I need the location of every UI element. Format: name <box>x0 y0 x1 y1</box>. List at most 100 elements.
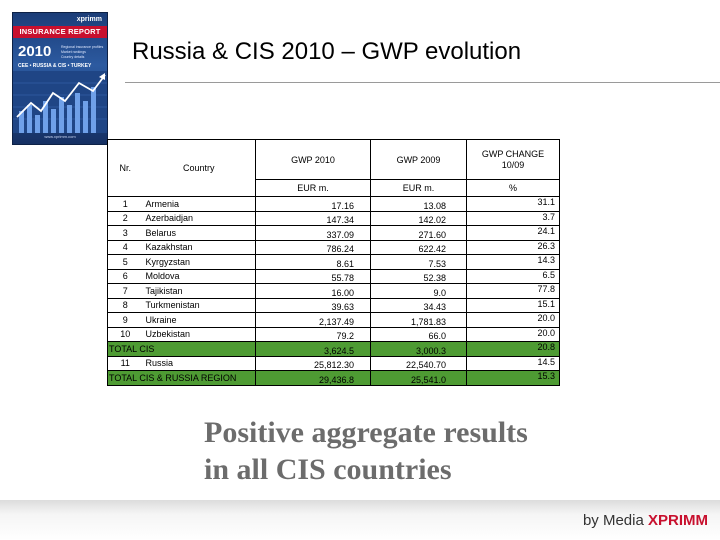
cell-change: 77.8 <box>466 283 560 299</box>
cell-gwp2010: 17.16 <box>255 196 371 212</box>
cell-gwp2009: 622.42 <box>370 239 467 255</box>
cover-subtitle-line: Market rankings <box>61 50 86 54</box>
table-row: 10 Uzbekistan 79.2 66.0 20.0 <box>107 326 560 342</box>
cell-gwp2009: 1,781.83 <box>370 312 467 328</box>
cell-change: 24.1 <box>466 225 560 241</box>
cell-nr: 1 <box>107 196 143 212</box>
cell-nr: 5 <box>107 254 143 270</box>
russia-row: 11 Russia 25,812.30 22,540.70 14.5 <box>107 355 560 371</box>
total-cis-gwp2010: 3,624.5 <box>255 341 371 357</box>
footer-brand: XPRIMM <box>648 512 708 529</box>
tagline-line: Positive aggregate results <box>204 416 528 449</box>
cover-url: www.xprimm.com <box>44 134 76 139</box>
cell-gwp2009: 66.0 <box>370 326 467 342</box>
cell-country: Kyrgyzstan <box>142 254 256 270</box>
table-header-row: Nr. Country GWP 2010 GWP 2009 GWP CHANGE… <box>107 139 560 197</box>
cell-gwp2009: 52.38 <box>370 268 467 284</box>
cell-country: Turkmenistan <box>142 297 256 313</box>
cell-country: Uzbekistan <box>142 326 256 342</box>
cell-nr: 3 <box>107 225 143 241</box>
report-cover-image: xprimm INSURANCE REPORT 2010 Regional in… <box>12 12 108 145</box>
cell-gwp2010: 786.24 <box>255 239 371 255</box>
cell-country: Moldova <box>142 268 256 284</box>
cell-gwp2010: 25,812.30 <box>255 355 371 371</box>
table-row: 3 Belarus 337.09 271.60 24.1 <box>107 225 560 241</box>
cell-gwp2009: 13.08 <box>370 196 467 212</box>
cell-change: 20.0 <box>466 326 560 342</box>
cell-nr: 4 <box>107 239 143 255</box>
cell-gwp2010: 39.63 <box>255 297 371 313</box>
cell-change: 31.1 <box>466 196 560 212</box>
cell-change: 15.1 <box>466 297 560 313</box>
cell-nr: 2 <box>107 210 143 226</box>
tagline: Positive aggregate results in all CIS co… <box>204 414 528 488</box>
header-nr: Nr. <box>107 139 143 197</box>
cell-gwp2010: 337.09 <box>255 225 371 241</box>
header-gwp2009: GWP 2009 <box>370 139 467 180</box>
cover-graph-icon <box>13 71 107 133</box>
cell-country: Kazakhstan <box>142 239 256 255</box>
cell-gwp2010: 16.00 <box>255 283 371 299</box>
cell-country: Tajikistan <box>142 283 256 299</box>
total-cis-label: TOTAL CIS <box>107 341 256 357</box>
table-units-row: EUR m. EUR m. % <box>108 179 560 197</box>
cover-band-text: INSURANCE REPORT <box>19 27 101 36</box>
total-cis-change: 20.8 <box>466 341 560 357</box>
cell-gwp2009: 271.60 <box>370 225 467 241</box>
cell-gwp2010: 79.2 <box>255 326 371 342</box>
cell-country: Belarus <box>142 225 256 241</box>
title-divider <box>125 82 720 83</box>
cover-subtitle-line: Country details <box>61 55 85 59</box>
cover-year: 2010 <box>18 43 52 60</box>
slide-title: Russia & CIS 2010 – GWP evolution <box>132 38 522 65</box>
cell-nr: 9 <box>107 312 143 328</box>
table-row: 4 Kazakhstan 786.24 622.42 26.3 <box>107 239 560 255</box>
cell-gwp2010: 8.61 <box>255 254 371 270</box>
cell-change: 14.3 <box>466 254 560 270</box>
cell-gwp2009: 142.02 <box>370 210 467 226</box>
cell-gwp2009: 7.53 <box>370 254 467 270</box>
cell-nr: 10 <box>107 326 143 342</box>
header-gwp2010: GWP 2010 <box>255 139 371 180</box>
tagline-line: in all CIS countries <box>204 453 452 486</box>
cell-country: Azerbaidjan <box>142 210 256 226</box>
cell-gwp2009: 9.0 <box>370 283 467 299</box>
cell-gwp2010: 147.34 <box>255 210 371 226</box>
cell-change: 14.5 <box>466 355 560 371</box>
unit-change: % <box>466 179 560 197</box>
gwp-table: Nr. Country GWP 2010 GWP 2009 GWP CHANGE… <box>107 139 560 386</box>
cell-change: 20.0 <box>466 312 560 328</box>
total-region-label: TOTAL CIS & RUSSIA REGION <box>107 370 256 386</box>
cell-gwp2009: 22,540.70 <box>370 355 467 371</box>
footer-credit: by Media XPRIMM <box>583 512 708 529</box>
cell-country: Ukraine <box>142 312 256 328</box>
cover-brand: xprimm <box>76 16 102 23</box>
cell-nr: 8 <box>107 297 143 313</box>
cover-band: INSURANCE REPORT <box>13 26 107 38</box>
cell-gwp2010: 2,137.49 <box>255 312 371 328</box>
total-region-change: 15.3 <box>466 370 560 386</box>
table-row: 7 Tajikistan 16.00 9.0 77.8 <box>107 283 560 299</box>
cell-gwp2010: 55.78 <box>255 268 371 284</box>
unit-gwp2009: EUR m. <box>370 179 467 197</box>
table-row: 6 Moldova 55.78 52.38 6.5 <box>107 268 560 284</box>
table-row: 1 Armenia 17.16 13.08 31.1 <box>107 196 560 212</box>
footer-prefix: by Media <box>582 512 648 529</box>
total-region-row: TOTAL CIS & RUSSIA REGION 29,436.8 25,54… <box>107 370 560 386</box>
header-change: GWP CHANGE 10/09 <box>466 139 560 180</box>
cell-nr: 6 <box>107 268 143 284</box>
total-region-gwp2010: 29,436.8 <box>255 370 371 386</box>
cell-change: 3.7 <box>466 210 560 226</box>
table-row: 9 Ukraine 2,137.49 1,781.83 20.0 <box>107 312 560 328</box>
cell-gwp2009: 34.43 <box>370 297 467 313</box>
footer-bar <box>0 500 720 540</box>
total-cis-gwp2009: 3,000.3 <box>370 341 467 357</box>
total-region-gwp2009: 25,541.0 <box>370 370 467 386</box>
cell-change: 6.5 <box>466 268 560 284</box>
unit-gwp2010: EUR m. <box>255 179 371 197</box>
cell-country: Russia <box>142 355 256 371</box>
table-row: 5 Kyrgyzstan 8.61 7.53 14.3 <box>107 254 560 270</box>
cell-change: 26.3 <box>466 239 560 255</box>
total-cis-row: TOTAL CIS 3,624.5 3,000.3 20.8 <box>107 341 560 357</box>
cover-subtitle: Regional insurance profiles Market ranki… <box>61 45 105 60</box>
